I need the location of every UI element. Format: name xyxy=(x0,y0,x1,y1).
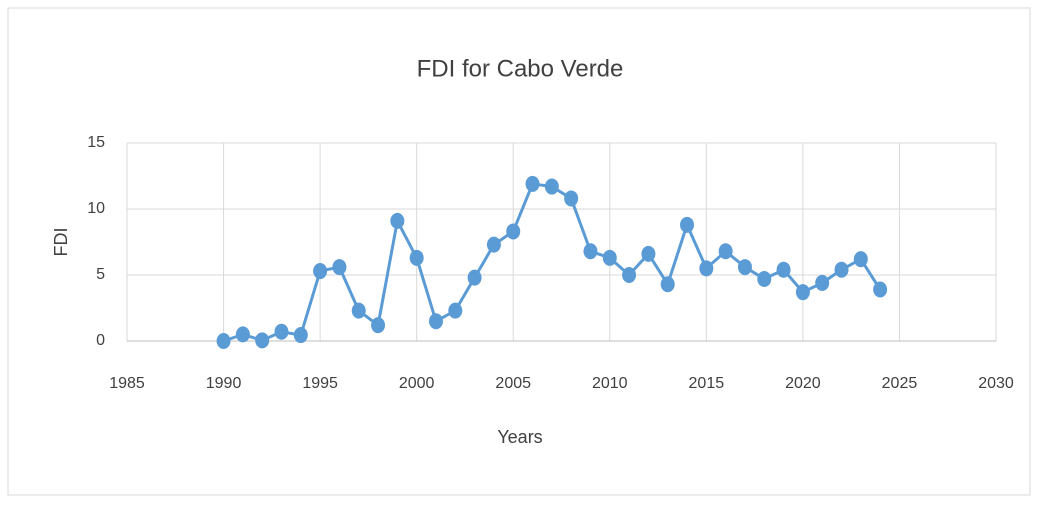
x-tick-label: 2025 xyxy=(882,375,918,392)
x-tick-label: 2030 xyxy=(978,375,1014,392)
y-tick-label: 10 xyxy=(87,200,105,217)
marker xyxy=(506,223,521,240)
marker xyxy=(564,190,579,207)
y-tick-label: 5 xyxy=(96,266,105,283)
marker xyxy=(255,332,270,349)
marker xyxy=(235,326,250,343)
marker xyxy=(757,270,772,287)
marker xyxy=(853,251,868,268)
marker xyxy=(448,302,463,319)
marker xyxy=(274,323,289,340)
marker xyxy=(467,269,482,286)
marker xyxy=(293,327,308,344)
marker xyxy=(718,243,733,260)
marker xyxy=(486,236,501,253)
marker xyxy=(602,249,617,266)
marker xyxy=(351,302,366,319)
y-tick-label: 15 xyxy=(87,134,105,151)
marker xyxy=(873,281,888,298)
marker xyxy=(795,284,810,301)
marker xyxy=(583,243,598,260)
marker xyxy=(776,261,791,278)
x-tick-label: 2000 xyxy=(399,375,435,392)
x-tick-label: 2005 xyxy=(495,375,531,392)
x-tick-label: 1995 xyxy=(302,375,338,392)
x-tick-label: 1990 xyxy=(206,375,242,392)
x-tick-label: 2020 xyxy=(785,375,821,392)
marker xyxy=(216,333,231,349)
marker xyxy=(737,259,752,276)
marker xyxy=(815,274,830,291)
marker xyxy=(544,178,559,195)
x-tick-label: 1985 xyxy=(109,375,145,392)
y-axis-label: FDI xyxy=(51,228,71,257)
marker xyxy=(332,259,347,276)
marker xyxy=(622,267,637,283)
marker xyxy=(428,313,443,330)
y-tick-label: 0 xyxy=(96,332,105,349)
marker xyxy=(390,212,405,229)
marker xyxy=(409,249,424,266)
marker xyxy=(371,317,386,334)
marker xyxy=(525,175,540,192)
chart-title: FDI for Cabo Verde xyxy=(417,55,624,82)
marker xyxy=(834,261,849,278)
x-tick-label: 2015 xyxy=(689,375,725,392)
x-axis-label: Years xyxy=(497,427,542,447)
x-tick-label: 2010 xyxy=(592,375,628,392)
marker xyxy=(699,260,714,277)
marker xyxy=(641,245,656,262)
marker xyxy=(660,276,675,293)
marker xyxy=(313,263,328,280)
marker xyxy=(680,216,695,233)
